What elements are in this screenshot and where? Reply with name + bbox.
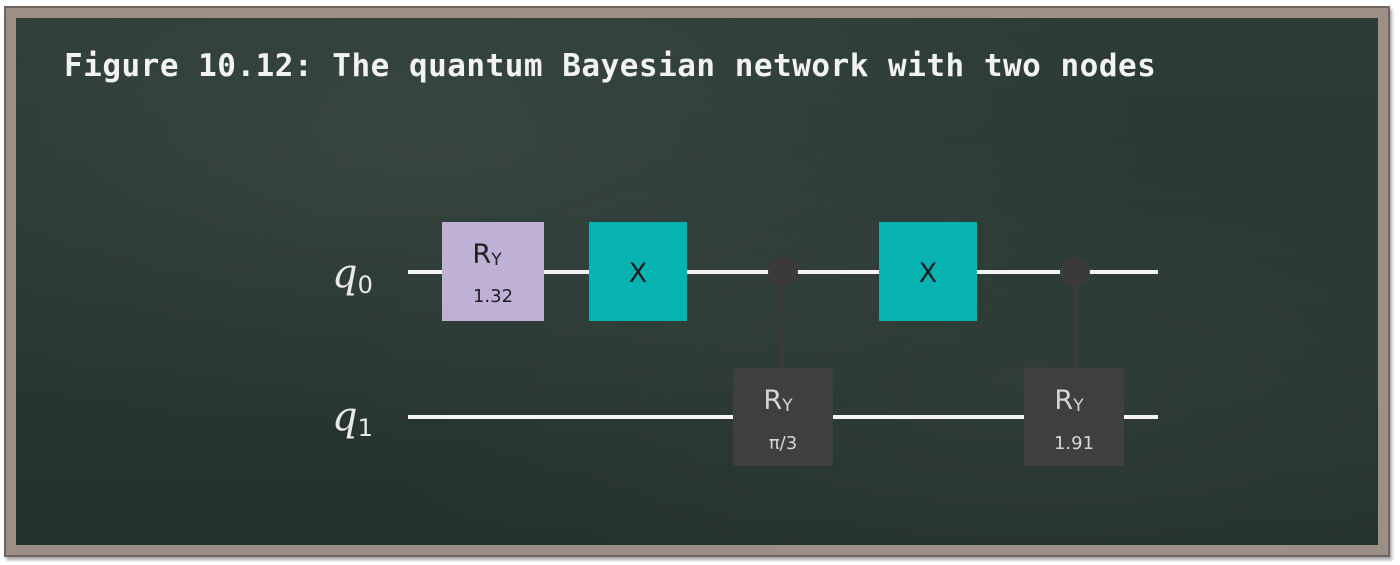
chalkboard: Figure 10.12: The quantum Bayesian netwo… [16, 18, 1378, 545]
x-gate-second: X [879, 222, 977, 321]
ry-gate-q0-param: 1.32 [473, 286, 513, 307]
quantum-circuit: q0 q1 RY 1.32 X X [332, 222, 1158, 466]
x-gate-first-label: X [629, 258, 648, 289]
controlled-ry-gate-1-label: RY [763, 385, 793, 416]
control-dot-1 [768, 257, 798, 287]
ry-gate-q0-label: RY [472, 239, 502, 270]
controlled-ry-gate-2-label: RY [1054, 385, 1084, 416]
controlled-ry-gate-2-param: 1.91 [1054, 433, 1094, 454]
qubit-label-q0: q0 [332, 251, 373, 299]
controlled-ry-gate-1-param: π/3 [769, 433, 797, 454]
x-gate-first: X [589, 222, 687, 321]
x-gate-second-label: X [919, 258, 938, 289]
qubit-label-q1: q1 [332, 394, 373, 442]
control-dot-2 [1060, 257, 1090, 287]
controlled-ry-gate-1: RY π/3 [733, 368, 833, 466]
ry-gate-q0: RY 1.32 [442, 222, 544, 321]
chalkboard-frame: Figure 10.12: The quantum Bayesian netwo… [4, 6, 1390, 557]
controlled-ry-gate-2: RY 1.91 [1024, 368, 1124, 466]
figure-caption: Figure 10.12: The quantum Bayesian netwo… [64, 48, 1157, 84]
